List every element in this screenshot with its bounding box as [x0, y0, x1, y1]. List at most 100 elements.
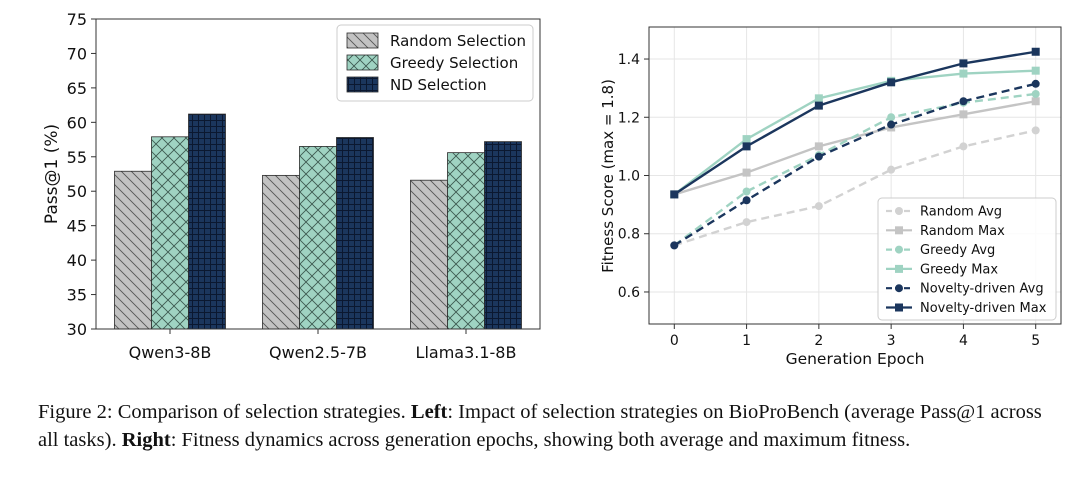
left-y-tick-label: 75 [67, 10, 87, 29]
point-random-avg [887, 165, 896, 174]
caption-left-text: : Impact of selection strategies on BioP… [38, 401, 1042, 451]
right-legend-marker [895, 264, 903, 273]
point-novelty-driven-max [959, 59, 968, 68]
point-greedy-avg [742, 187, 751, 196]
caption-right-label: Right [121, 429, 171, 451]
point-novelty-driven-max [814, 101, 823, 110]
point-novelty-driven-avg [959, 97, 968, 106]
left-x-tick-label-llama3-1-8b: Llama3.1-8B [416, 343, 517, 362]
line-random-max [673, 100, 1036, 196]
point-novelty-driven-avg [742, 196, 751, 205]
right-legend-marker [895, 207, 903, 215]
bar-random-selection-llama3-1-8b [410, 179, 448, 330]
right-line-chart: 0.6 0.8 1.0 1.2 1.4 0 1 2 3 4 5 Fitness Score (ma… [599, 26, 1062, 368]
caption-figure-label: Figure 2: Comparison of selection strate… [38, 401, 411, 423]
right-y-tick-label: 0.8 [618, 227, 640, 243]
left-y-tick-label: 45 [67, 217, 87, 236]
point-random-avg [1031, 126, 1040, 135]
right-legend-label-random-max: Random Max [920, 224, 1005, 239]
point-greedy-avg [1031, 89, 1040, 98]
left-legend-box [336, 24, 534, 102]
bar-hatch [114, 170, 152, 330]
point-novelty-driven-avg [887, 120, 896, 129]
point-novelty-driven-max [1031, 47, 1040, 56]
point-random-max [742, 168, 751, 177]
left-y-tick-label: 40 [67, 251, 87, 270]
bar-greedy-selection-qwen2-5-7b [299, 146, 337, 330]
figure-caption: Figure 2: Comparison of selection strate… [38, 398, 1064, 454]
line-random-avg [673, 129, 1036, 247]
right-legend-label-novelty-driven-max: Novelty-driven Max [920, 301, 1047, 316]
right-legend-label-random-avg: Random Avg [920, 205, 1002, 220]
point-greedy-max [814, 94, 823, 103]
caption-left-label: Left [410, 401, 448, 423]
right-x-tick-label: 0 [670, 333, 679, 349]
line-novelty-driven-avg [673, 82, 1036, 247]
right-legend: Random Avg Random Max Greedy Avg Greedy Max… [877, 197, 1057, 321]
point-novelty-driven-avg [814, 152, 823, 161]
line-greedy-avg [673, 92, 1036, 247]
left-y-tick-label: 50 [67, 182, 87, 201]
point-novelty-driven-max [887, 78, 896, 87]
bar-hatch [410, 179, 448, 330]
left-legend-label-random-selection: Random Selection [390, 32, 526, 50]
series-random-max [670, 97, 1040, 199]
bar-greedy-selection-llama3-1-8b [447, 152, 485, 330]
left-legend-swatch-nd-selection [346, 76, 379, 93]
point-greedy-max [1031, 66, 1040, 75]
left-y-tick-label: 60 [67, 113, 87, 132]
point-random-avg [814, 202, 823, 211]
right-legend-label-greedy-max: Greedy Max [920, 262, 998, 277]
right-legend-label-novelty-driven-avg: Novelty-driven Avg [920, 282, 1044, 297]
left-legend-label-nd-selection: ND Selection [390, 76, 487, 94]
bar-nd-selection-llama3-1-8b [484, 141, 522, 330]
right-legend-marker [895, 284, 903, 293]
right-plot-frame [648, 26, 1062, 325]
left-y-tick-label: 30 [67, 320, 87, 339]
left-y-axis-label: Pass@1 (%) [42, 124, 62, 224]
left-bar-chart: 30 35 40 45 50 55 60 65 70 75 Qwen3-8B Qwen2.5-7B L… [42, 10, 541, 362]
left-legend-label-greedy-selection: Greedy Selection [390, 54, 518, 72]
point-random-avg [742, 218, 751, 227]
bar-hatch [447, 152, 485, 330]
caption-right-text: : Fitness dynamics across generation epo… [170, 429, 911, 451]
line-greedy-max [673, 69, 1036, 196]
point-greedy-max [959, 69, 968, 78]
right-legend-box [877, 197, 1057, 321]
right-x-tick-label: 3 [887, 333, 896, 349]
right-x-tick-label: 2 [814, 333, 823, 349]
line-novelty-driven-max [673, 50, 1036, 196]
right-x-axis-label: Generation Epoch [786, 350, 925, 368]
bar-nd-selection-qwen2-5-7b [336, 137, 374, 330]
bar-hatch [299, 146, 337, 330]
right-x-tick-label: 5 [1031, 333, 1040, 349]
left-legend: Random Selection Greedy Selection ND Selec… [336, 24, 534, 102]
left-legend-swatch-greedy-selection [346, 54, 379, 71]
right-y-tick-label: 1.4 [618, 52, 640, 68]
bar-hatch [151, 136, 189, 330]
bar-random-selection-qwen3-8b [114, 170, 152, 330]
right-legend-marker [895, 226, 903, 235]
point-random-max [814, 142, 823, 151]
right-x-tick-label: 1 [742, 333, 751, 349]
right-x-tick-label: 4 [959, 333, 968, 349]
right-y-tick-label: 0.6 [618, 285, 640, 301]
left-y-tick-label: 35 [67, 286, 87, 305]
left-y-tick-label: 65 [67, 79, 87, 98]
bar-nd-selection-qwen3-8b [188, 113, 226, 330]
right-y-axis-label: Fitness Score (max = 1.8) [599, 79, 617, 273]
point-random-max [1031, 97, 1040, 106]
right-y-tick-label: 1.0 [618, 169, 640, 185]
point-novelty-driven-max [742, 142, 751, 151]
point-novelty-driven-avg [1031, 79, 1040, 88]
right-legend-label-greedy-avg: Greedy Avg [920, 243, 995, 258]
series-novelty-driven-max [670, 47, 1040, 199]
bar-hatch [336, 137, 374, 330]
left-y-tick-label: 55 [67, 148, 87, 167]
bar-random-selection-qwen2-5-7b [262, 174, 300, 330]
point-random-max [959, 110, 968, 119]
left-legend-swatch-random-selection [346, 32, 379, 49]
point-greedy-avg [887, 113, 896, 122]
left-x-tick-label-qwen2-5-7b: Qwen2.5-7B [269, 343, 367, 362]
series-novelty-driven-avg [670, 79, 1040, 250]
